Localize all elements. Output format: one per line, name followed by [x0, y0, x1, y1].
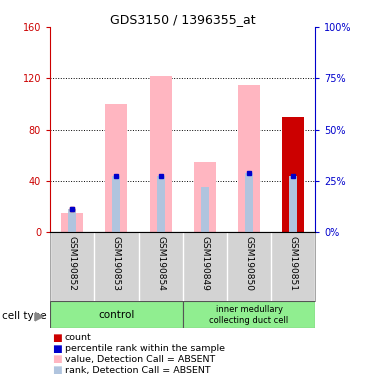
Bar — [238, 84, 260, 232]
Text: ■: ■ — [52, 344, 62, 354]
Text: GSM190854: GSM190854 — [156, 236, 165, 291]
Text: ▶: ▶ — [35, 309, 45, 322]
Bar — [201, 187, 209, 232]
Bar — [50, 301, 183, 328]
Text: inner medullary
collecting duct cell: inner medullary collecting duct cell — [209, 305, 289, 325]
Bar — [245, 173, 253, 232]
Text: ■: ■ — [52, 354, 62, 364]
Bar — [150, 76, 172, 232]
Text: GSM190852: GSM190852 — [68, 236, 77, 291]
Bar — [157, 176, 165, 232]
Text: count: count — [65, 333, 92, 343]
Bar — [61, 213, 83, 232]
Bar — [289, 176, 297, 232]
Text: rank, Detection Call = ABSENT: rank, Detection Call = ABSENT — [65, 366, 211, 375]
Bar — [68, 209, 76, 232]
Text: GSM190853: GSM190853 — [112, 236, 121, 291]
Bar — [183, 301, 315, 328]
Text: value, Detection Call = ABSENT: value, Detection Call = ABSENT — [65, 355, 215, 364]
Title: GDS3150 / 1396355_at: GDS3150 / 1396355_at — [110, 13, 256, 26]
Text: GSM190851: GSM190851 — [289, 236, 298, 291]
Text: GSM190850: GSM190850 — [244, 236, 253, 291]
Bar — [112, 176, 120, 232]
Bar — [282, 117, 304, 232]
Text: GSM190849: GSM190849 — [200, 236, 209, 291]
Text: ■: ■ — [52, 365, 62, 375]
Text: control: control — [98, 310, 135, 320]
Text: percentile rank within the sample: percentile rank within the sample — [65, 344, 225, 353]
Text: cell type: cell type — [2, 311, 46, 321]
Text: ■: ■ — [52, 333, 62, 343]
Bar — [105, 104, 128, 232]
Bar — [194, 162, 216, 232]
